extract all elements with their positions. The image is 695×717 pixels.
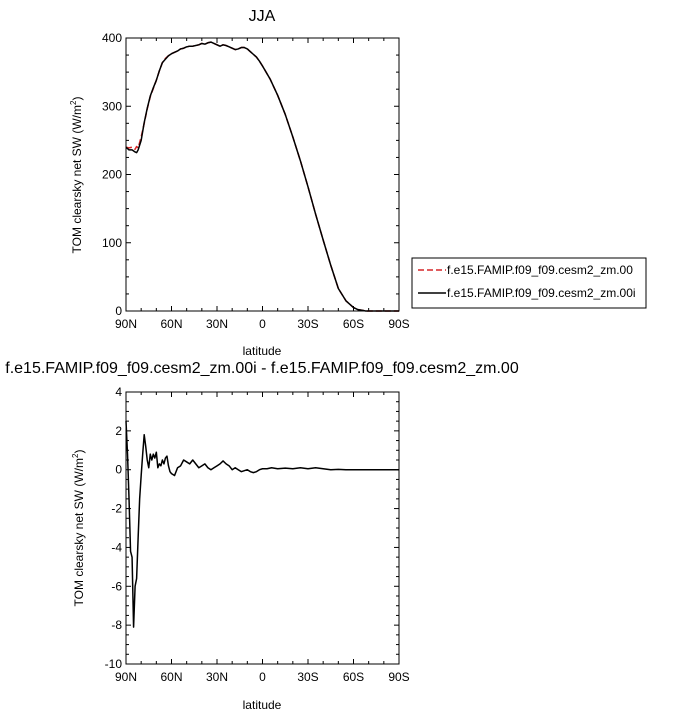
bottom-y-tick-label: -8: [111, 618, 122, 632]
top-series-line-1: [125, 41, 399, 312]
top-x-axis-label: latitude: [243, 344, 282, 358]
bottom-series-line-1: [125, 421, 399, 628]
bottom-y-axis-label: TOM clearsky net SW (W/m2): [71, 450, 86, 607]
top-series-line-2: [125, 41, 399, 312]
bottom-x-tick-label: 90S: [388, 670, 409, 684]
bottom-x-axis-label: latitude: [243, 698, 282, 712]
svg-text:TOM clearsky net SW (W/m2): TOM clearsky net SW (W/m2): [71, 450, 86, 607]
top-y-axis-label: TOM clearsky net SW (W/m2): [69, 97, 84, 254]
bottom-plot-frame: [125, 391, 400, 665]
legend-label-series-2: f.e15.FAMIP.f09_f09.cesm2_zm.00i: [447, 286, 636, 300]
bottom-chart-title: f.e15.FAMIP.f09_f09.cesm2_zm.00i - f.e15…: [5, 360, 519, 377]
bottom-y-tick-label: 0: [115, 463, 122, 477]
top-y-tick-label: 100: [102, 236, 122, 250]
bottom-x-tick-label: 30N: [206, 670, 228, 684]
bottom-x-tick-label: 30S: [297, 670, 318, 684]
top-y-tick-label: 200: [102, 168, 122, 182]
top-x-tick-label: 90S: [388, 317, 409, 331]
svg-text:TOM clearsky net SW (W/m2): TOM clearsky net SW (W/m2): [69, 97, 84, 254]
legend-label-series-1: f.e15.FAMIP.f09_f09.cesm2_zm.00: [447, 263, 633, 277]
bottom-y-tick-label: 2: [115, 424, 122, 438]
top-y-axis-label-end: ): [70, 97, 84, 101]
top-x-tick-label: 0: [259, 317, 266, 331]
top-y-axis-label-text: TOM clearsky net SW (W/m: [70, 105, 84, 253]
bottom-y-tick-label: -4: [111, 540, 122, 554]
top-y-tick-label: 0: [115, 304, 122, 318]
legend-box: [411, 257, 647, 309]
bottom-y-axis-label-sup: 2: [71, 453, 80, 458]
top-plot-panel: 0 100 200 300 400 90N 60N 30N 0 30S 60S 90S: [102, 31, 410, 331]
top-x-tick-label: 60N: [160, 317, 182, 331]
bottom-x-tick-label: 60S: [343, 670, 364, 684]
top-y-axis-label-sup: 2: [69, 100, 78, 105]
bottom-plot-panel: -10 -8 -6 -4 -2 0 2 4 90N 60N 30N 0 30S 60S 90S: [105, 385, 410, 684]
bottom-x-tick-label: 90N: [115, 670, 137, 684]
top-x-tick-label: 30S: [297, 317, 318, 331]
bottom-x-tick-label: 0: [259, 670, 266, 684]
top-plot-frame: [125, 37, 400, 312]
top-chart-title: JJA: [249, 8, 276, 25]
top-x-tick-label: 30N: [206, 317, 228, 331]
top-x-tick-label: 90N: [115, 317, 137, 331]
bottom-y-tick-label: -2: [111, 502, 122, 516]
top-x-tick-label: 60S: [343, 317, 364, 331]
bottom-y-tick-label: -10: [105, 657, 123, 671]
top-y-tick-label: 300: [102, 99, 122, 113]
bottom-x-tick-label: 60N: [160, 670, 182, 684]
bottom-y-tick-label: 4: [115, 385, 122, 399]
top-y-tick-label: 400: [102, 31, 122, 45]
bottom-y-tick-label: -6: [111, 579, 122, 593]
bottom-y-axis-label-end: ): [72, 450, 86, 454]
legend: f.e15.FAMIP.f09_f09.cesm2_zm.00 f.e15.FA…: [411, 257, 647, 309]
bottom-y-axis-label-text: TOM clearsky net SW (W/m: [72, 458, 86, 606]
